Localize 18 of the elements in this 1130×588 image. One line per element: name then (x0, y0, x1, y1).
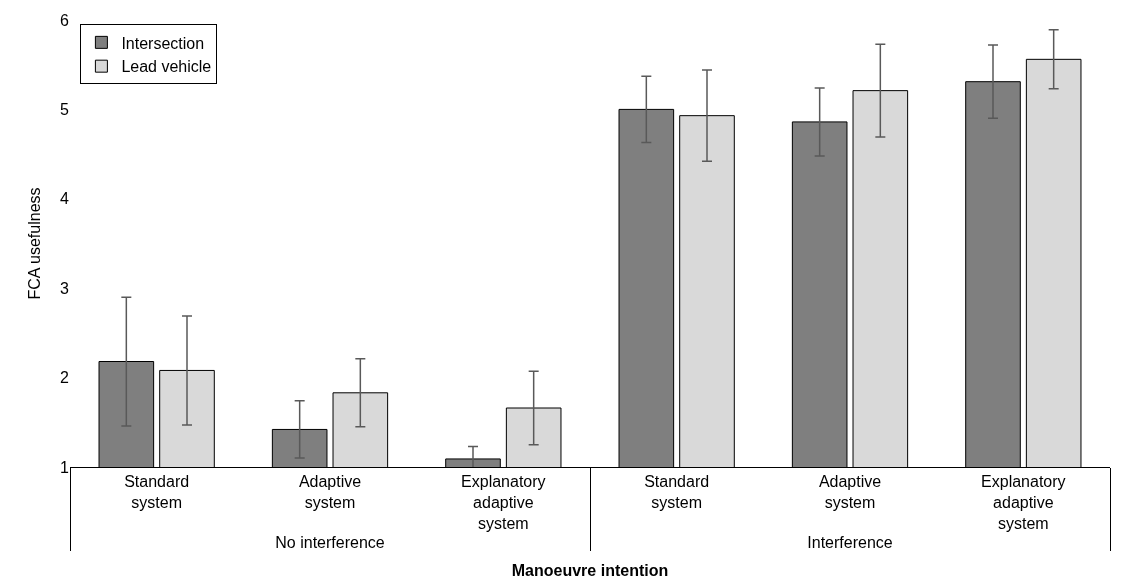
x-axis-title: Manoeuvre intention (511, 562, 669, 580)
x-tick-label: Standard system (124, 473, 190, 511)
y-tick-label: 4 (60, 190, 70, 208)
y-tick-label: 6 (60, 11, 70, 29)
legend-label: Intersection (121, 34, 205, 52)
y-tick-label: 5 (60, 101, 70, 118)
x-tick-label: Adaptive system (298, 473, 362, 511)
legend-label: Lead vehicle (121, 58, 212, 76)
x-tick-label: Adaptive system (818, 473, 882, 511)
y-tick-label: 3 (60, 279, 70, 297)
text: Interference (807, 533, 893, 551)
y-tick-label: 1 (60, 458, 70, 476)
y-axis-title: FCA usefulness (25, 187, 43, 300)
x-tick-label: Standard system (644, 473, 710, 511)
x-tick-label: Explanatory adaptive system (981, 473, 1066, 532)
x-tick-label: Explanatory adaptive system (461, 473, 546, 532)
y-tick-label: 2 (60, 369, 70, 387)
text: No interference (275, 533, 385, 551)
